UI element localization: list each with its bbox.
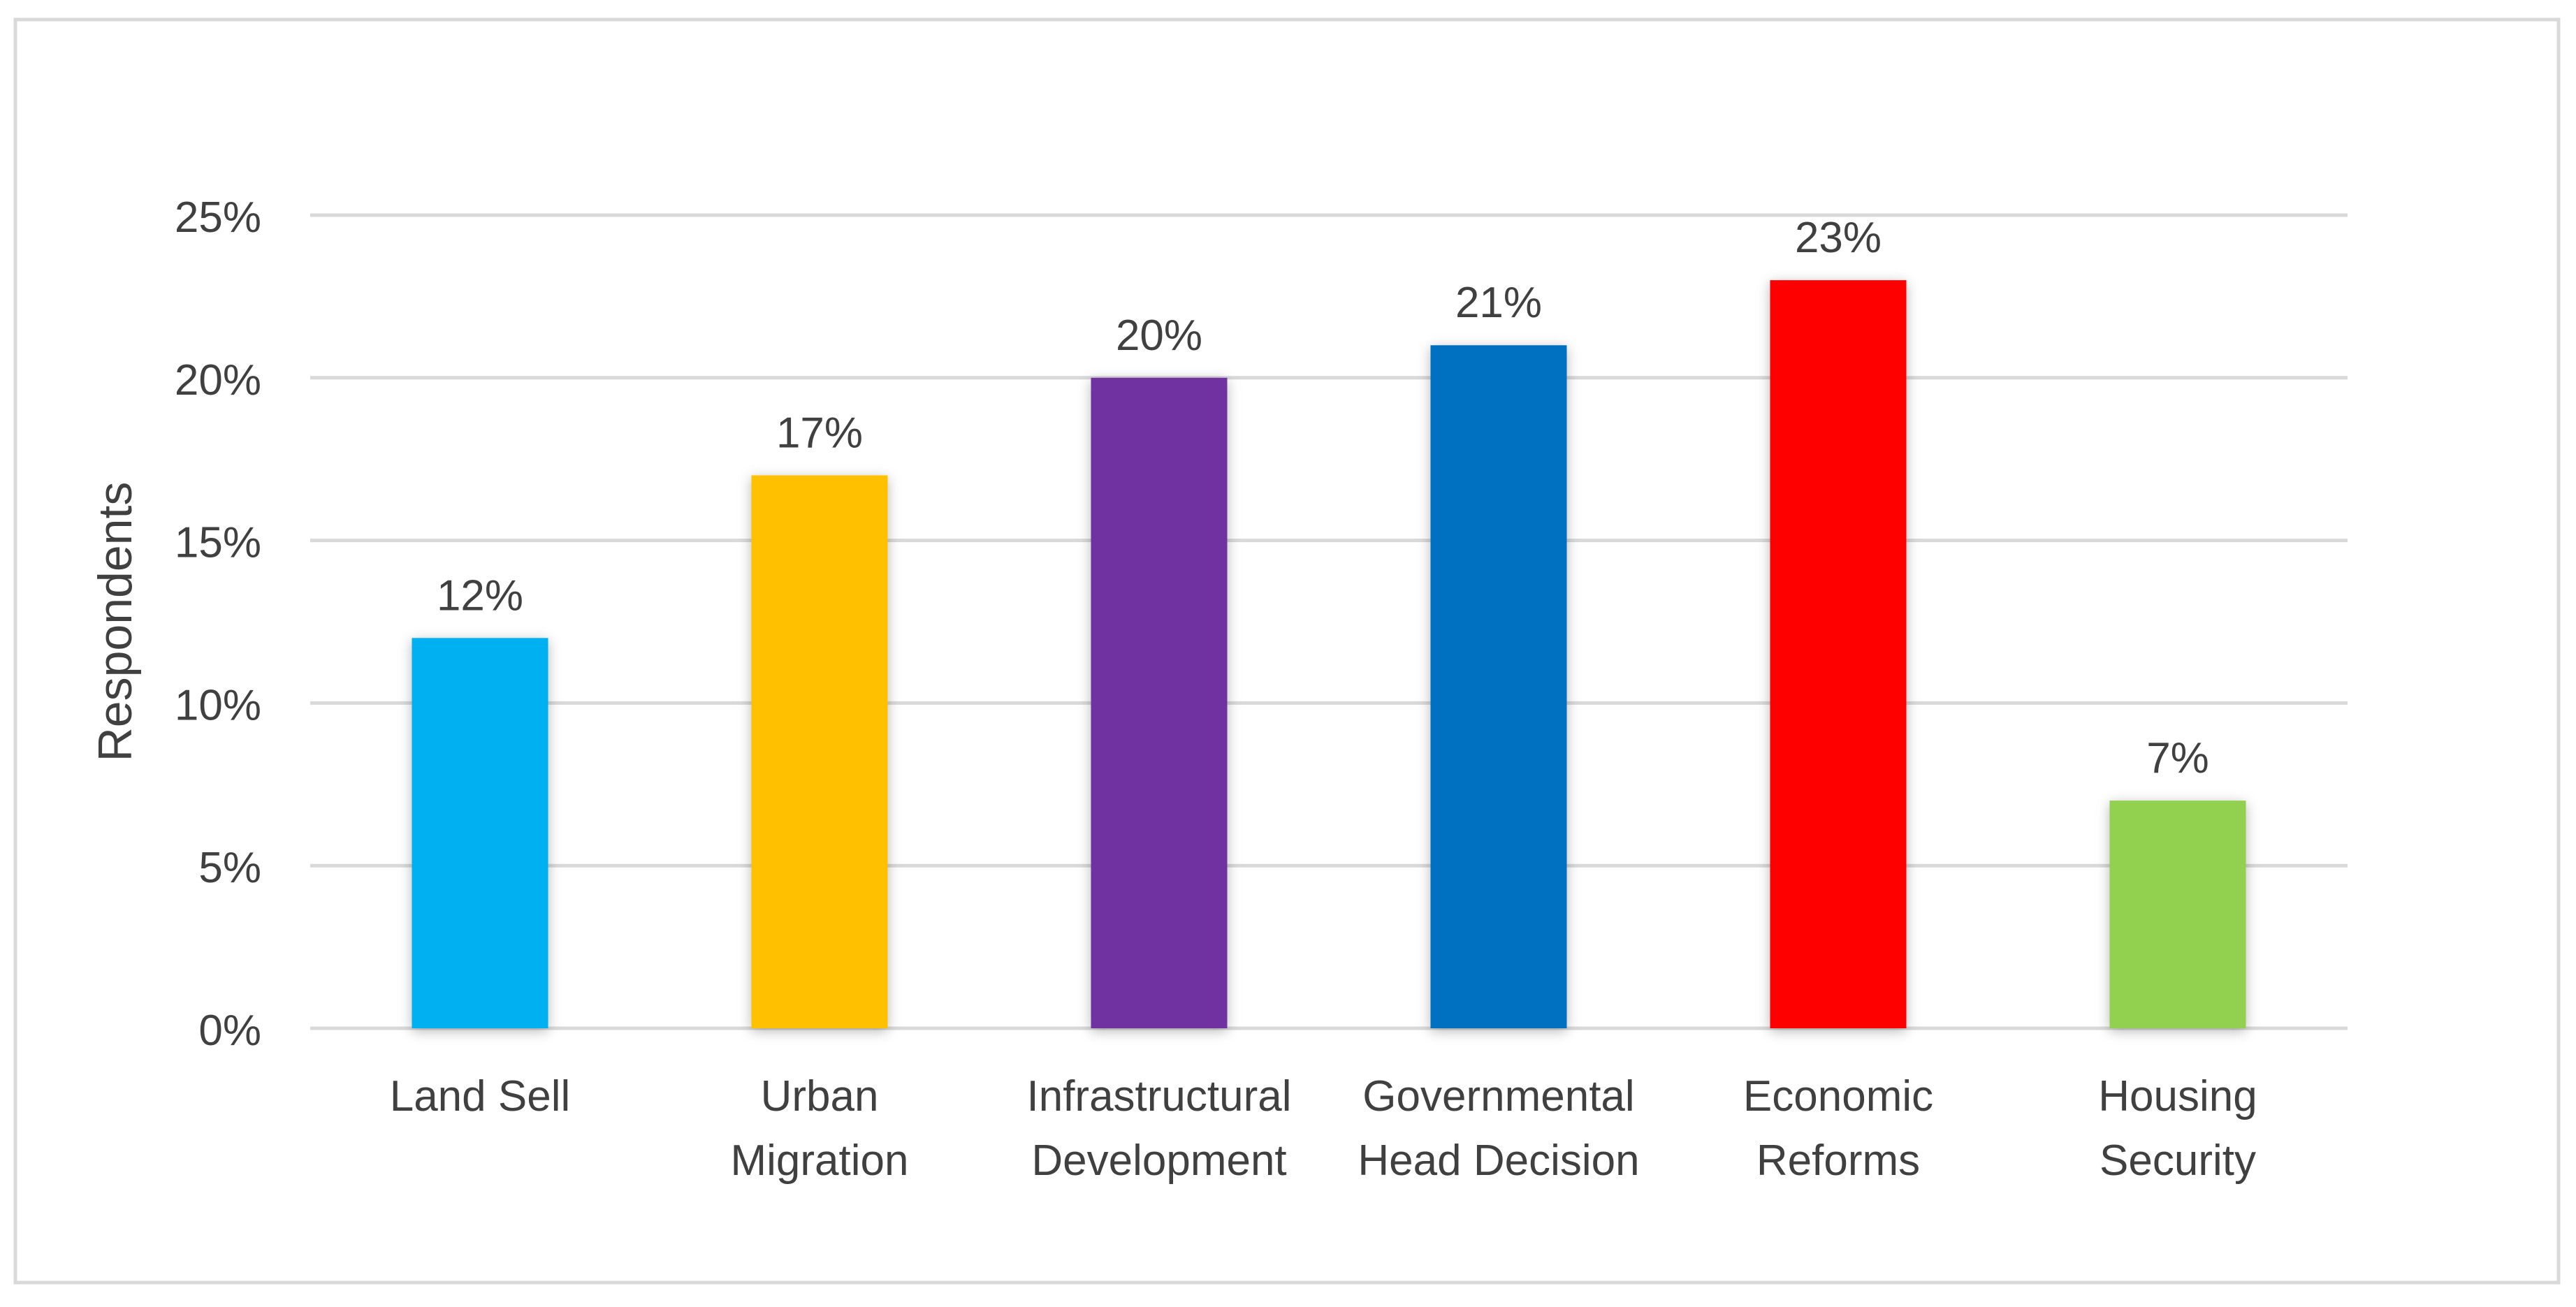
x-category-label: Housing: [2098, 1072, 2257, 1120]
y-tick-label: 0%: [198, 1007, 261, 1055]
x-category-label: Infrastructural: [1026, 1072, 1291, 1120]
x-category-label: Reforms: [1756, 1137, 1920, 1185]
data-label: 21%: [1455, 279, 1542, 327]
x-category-label: Urban: [761, 1072, 879, 1120]
bar: [1430, 345, 1567, 1028]
y-tick-label: 20%: [175, 356, 261, 404]
gridlines: [310, 213, 2348, 1030]
y-tick-label: 10%: [175, 681, 261, 729]
bar: [412, 638, 548, 1028]
data-label: 23%: [1795, 214, 1882, 262]
bar: [1770, 280, 1907, 1028]
data-label: 17%: [776, 409, 863, 457]
x-category-label: Land Sell: [390, 1072, 571, 1120]
bar: [1091, 377, 1228, 1028]
data-labels: 12% 17% 20% 21% 23% 7%: [437, 214, 2209, 782]
x-category-label: Migration: [731, 1137, 909, 1185]
bar: [2109, 801, 2246, 1028]
data-label: 7%: [2146, 734, 2209, 782]
bar: [751, 475, 888, 1028]
bars: [412, 280, 2246, 1028]
y-axis-ticks: 0% 5% 10% 15% 20% 25%: [175, 194, 261, 1055]
data-label: 20%: [1116, 312, 1202, 360]
y-axis-title: Respondents: [89, 482, 142, 762]
data-label: 12%: [437, 571, 523, 620]
x-axis-categories: Land Sell Urban Migration Infrastructural De…: [390, 1072, 2257, 1185]
y-tick-label: 25%: [175, 194, 261, 242]
x-category-label: Development: [1031, 1137, 1286, 1185]
x-category-label: Security: [2100, 1137, 2256, 1185]
x-category-label: Governmental: [1362, 1072, 1634, 1120]
x-category-label: Economic: [1743, 1072, 1933, 1120]
y-tick-label: 15%: [175, 519, 261, 567]
x-category-label: Head Decision: [1358, 1137, 1639, 1185]
y-tick-label: 5%: [198, 844, 261, 892]
